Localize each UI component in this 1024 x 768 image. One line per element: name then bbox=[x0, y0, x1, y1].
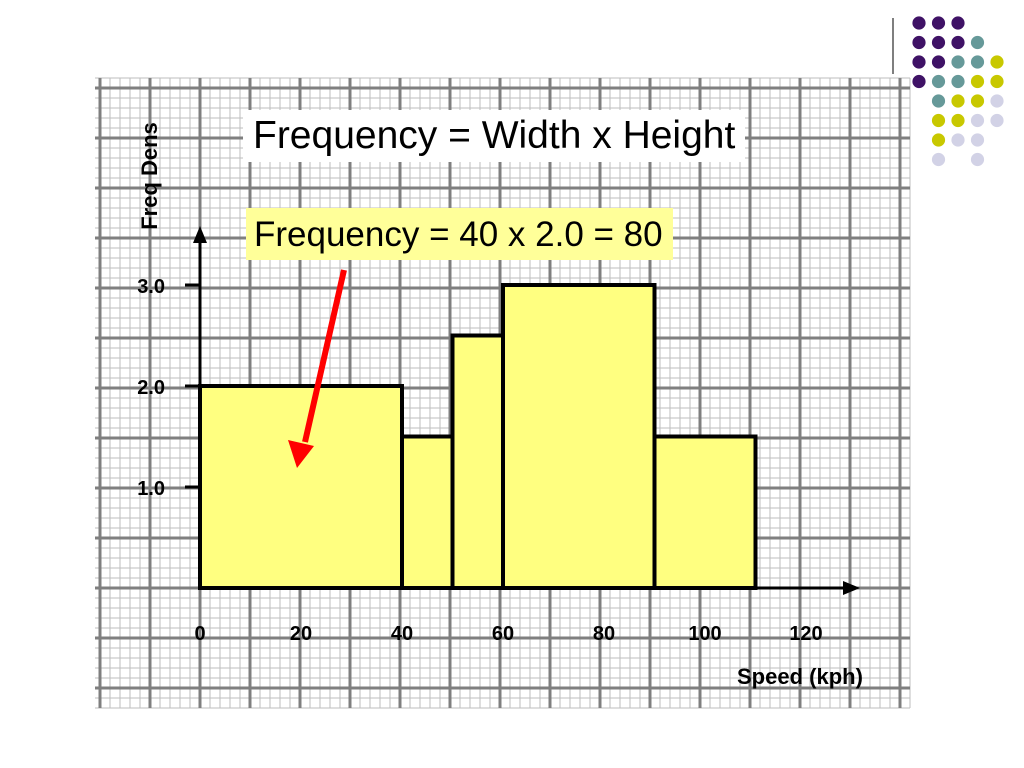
decor-dot-4 bbox=[931, 35, 946, 50]
graph-paper-background bbox=[95, 77, 911, 709]
x-tick-label-3: 60 bbox=[492, 623, 514, 645]
decor-dot-5 bbox=[951, 35, 965, 50]
decor-dot-10 bbox=[970, 55, 985, 69]
x-axis-label: Speed (kph) bbox=[737, 664, 863, 689]
histogram-bar-0 bbox=[198, 384, 404, 590]
y-axis-arrowhead bbox=[193, 226, 207, 243]
y-tick-label-2: 3.0 bbox=[137, 276, 165, 298]
y-tick-label-1: 2.0 bbox=[137, 377, 165, 399]
decor-dot-27 bbox=[970, 133, 985, 147]
formula-general-label: Frequency = Width x Height bbox=[243, 110, 746, 162]
decor-dot-1 bbox=[931, 16, 946, 30]
decor-dot-19 bbox=[970, 94, 985, 108]
decor-dot-21 bbox=[931, 113, 946, 128]
y-tick-label-0: 1.0 bbox=[137, 478, 165, 500]
decor-dot-14 bbox=[951, 74, 965, 89]
tick-labels: 0 20 40 60 80 100 120 1.0 2.0 3.0 bbox=[137, 276, 823, 645]
decor-dot-12 bbox=[912, 74, 926, 89]
decor-dot-0 bbox=[912, 16, 926, 30]
histogram-bar-2 bbox=[450, 333, 505, 590]
histogram-bar-1 bbox=[400, 434, 455, 590]
decor-dot-9 bbox=[951, 55, 965, 69]
x-tick-label-0: 0 bbox=[194, 623, 205, 645]
decor-dot-17 bbox=[931, 94, 946, 108]
formula-example-label: Frequency = 40 x 2.0 = 80 bbox=[246, 208, 673, 260]
x-axis-arrowhead bbox=[843, 581, 860, 595]
decor-dot-25 bbox=[931, 133, 946, 147]
x-tick-label-5: 100 bbox=[688, 623, 721, 645]
y-axis-label: Freq Dens bbox=[137, 122, 162, 230]
red-arrow-head bbox=[288, 440, 314, 468]
decor-dot-13 bbox=[931, 74, 946, 89]
x-tick-label-2: 40 bbox=[391, 623, 413, 645]
decor-dot-16 bbox=[990, 74, 1004, 89]
decor-dot-7 bbox=[912, 55, 926, 69]
histogram-bar-4 bbox=[652, 434, 758, 590]
decor-dot-22 bbox=[951, 113, 965, 128]
decor-dot-29 bbox=[970, 152, 985, 167]
decor-dot-28 bbox=[931, 152, 946, 167]
chart-axes bbox=[185, 226, 860, 595]
decor-dot-6 bbox=[970, 35, 985, 50]
annotation-arrow bbox=[288, 269, 347, 468]
decor-dot-8 bbox=[931, 55, 946, 69]
decor-dot-24 bbox=[990, 113, 1004, 128]
decor-dot-18 bbox=[951, 94, 965, 108]
decor-dot-26 bbox=[951, 133, 965, 147]
decor-dot-11 bbox=[990, 55, 1004, 69]
red-arrow-shaft bbox=[302, 269, 347, 443]
decor-dot-23 bbox=[970, 113, 985, 128]
decor-dot-3 bbox=[912, 35, 926, 50]
x-tick-label-6: 120 bbox=[789, 623, 822, 645]
decor-dot-2 bbox=[951, 16, 965, 30]
corner-decoration bbox=[892, 16, 1004, 167]
decor-dot-20 bbox=[990, 94, 1004, 108]
decor-dot-15 bbox=[970, 74, 985, 89]
x-tick-label-1: 20 bbox=[290, 623, 312, 645]
histogram-bars bbox=[198, 283, 758, 590]
x-tick-label-4: 80 bbox=[593, 623, 615, 645]
histogram-bar-3 bbox=[501, 283, 657, 590]
